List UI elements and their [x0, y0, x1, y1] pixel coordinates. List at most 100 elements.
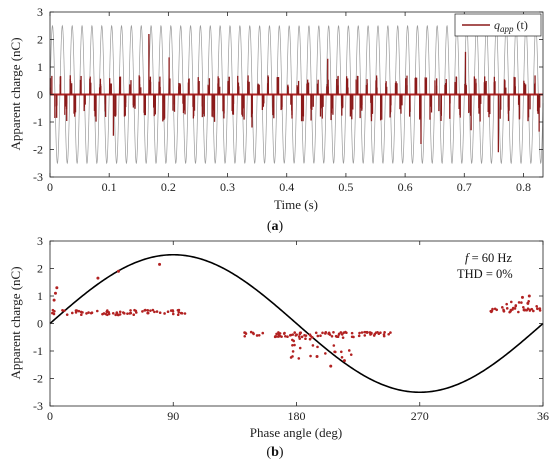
- scatter-point: [310, 336, 314, 339]
- scatter-point: [75, 309, 79, 312]
- scatter-point: [151, 308, 155, 312]
- scatter-point: [286, 335, 289, 339]
- scatter-point: [114, 313, 117, 317]
- x-tick-label-a: 0.2: [161, 180, 176, 194]
- x-tick-label-b: 90: [167, 409, 179, 423]
- scatter-point: [51, 308, 55, 312]
- chart-a: 0 0.1 0.2 0.3 0.4 0.5 0.6 0.7 0.8 3 2 1 0 -1 -2 -3 Tim…: [8, 5, 544, 234]
- scatter-point: [321, 331, 324, 335]
- scatter-point: [339, 331, 343, 334]
- scatter-point: [171, 309, 175, 312]
- scatter-point-outlier: [158, 262, 162, 266]
- x-ticks-b: 0 90 180 270 36: [47, 241, 549, 423]
- x-tick-label-b: 0: [47, 409, 53, 423]
- scatter-point: [284, 334, 287, 338]
- y-tick-label-a: -3: [33, 170, 43, 184]
- y-tick-label-b: -3: [33, 399, 43, 413]
- scatter-point: [176, 308, 180, 312]
- scatter-point: [316, 334, 320, 338]
- scatter-point: [509, 308, 513, 312]
- scatter-point: [274, 335, 277, 338]
- x-tick-label-a: 0: [47, 180, 53, 194]
- scatter-point: [308, 337, 312, 341]
- scatter-point-outlier: [527, 294, 531, 298]
- scatter-point-outlier: [315, 355, 319, 358]
- scatter-point-outlier: [53, 291, 57, 295]
- y-tick-label-b: 0: [37, 317, 43, 331]
- scatter-point: [107, 310, 111, 314]
- scatter-point: [166, 310, 170, 314]
- scatter-point: [179, 311, 183, 315]
- scatter-point: [316, 345, 319, 349]
- scatter-point: [79, 310, 83, 314]
- scatter-point: [149, 309, 152, 312]
- scatter-point: [360, 331, 364, 334]
- scatter-point: [300, 335, 304, 339]
- scatter-point: [349, 353, 353, 356]
- x-tick-label-a: 0.6: [398, 180, 413, 194]
- y-tick-label-b: 3: [37, 234, 43, 248]
- scatter-point: [505, 307, 509, 310]
- scatter-point: [277, 331, 280, 334]
- scatter-point: [89, 311, 93, 315]
- scatter-point: [495, 308, 499, 312]
- y-tick-label-a: 2: [37, 33, 43, 47]
- scatter-point: [143, 308, 147, 312]
- scatter-point: [372, 334, 376, 337]
- chart-b: 0 90 180 270 36 3 2 1 0 -1 -2 -3 Phase angle (deg)…: [8, 234, 549, 460]
- scatter-point: [309, 354, 312, 358]
- scatter-point: [345, 331, 348, 335]
- scatter-point: [535, 304, 538, 308]
- scatter-point: [134, 311, 138, 314]
- scatter-point: [177, 310, 181, 314]
- y-tick-label-b: 1: [37, 289, 43, 303]
- sine-path-b: [49, 253, 544, 394]
- scatter-point: [132, 313, 136, 317]
- scatter-point: [243, 334, 247, 338]
- annotation-freq: f = 60 Hz: [465, 251, 512, 265]
- scatter-point: [283, 331, 286, 335]
- y-ticks-b: 3 2 1 0 -1 -2 -3: [33, 234, 543, 413]
- x-axis-label-a: Time (s): [274, 197, 318, 212]
- scatter-point: [517, 301, 521, 304]
- scatter-point: [532, 309, 535, 313]
- scatter-point: [336, 335, 340, 339]
- scatter-point: [293, 331, 297, 334]
- scatter-point: [276, 335, 280, 338]
- scatter-point: [324, 330, 328, 334]
- x-tick-label-b: 36: [537, 409, 549, 423]
- scatter-point: [129, 309, 132, 312]
- scatter-point: [102, 312, 106, 315]
- pulse-series-a: [49, 34, 541, 153]
- scatter-point: [116, 313, 120, 317]
- scatter-point: [304, 334, 308, 337]
- scatter-point: [298, 337, 302, 340]
- scatter-point: [77, 309, 81, 313]
- scatter-point: [304, 337, 307, 341]
- scatter-point: [538, 309, 542, 312]
- scatter-point: [509, 300, 513, 304]
- panel-label-b: (b): [266, 445, 283, 460]
- y-axis-label-b: Apparent charge (nC): [8, 266, 23, 379]
- scatter-point: [341, 336, 345, 339]
- scatter-point: [85, 312, 88, 315]
- scatter-point: [530, 307, 534, 311]
- scatter-point: [333, 350, 337, 354]
- scatter-point: [337, 333, 341, 336]
- scatter-point: [523, 308, 526, 312]
- scatter-point: [514, 304, 517, 308]
- scatter-point: [491, 307, 494, 311]
- scatter-point: [293, 343, 296, 347]
- scatter-point-outlier: [116, 269, 120, 273]
- scatter-point: [291, 343, 294, 347]
- scatter-point: [118, 310, 122, 314]
- y-tick-label-a: -2: [33, 143, 43, 157]
- scatter-point: [163, 312, 166, 315]
- scatter-point: [294, 334, 298, 337]
- scatter-point: [183, 312, 187, 315]
- scatter-point: [87, 311, 90, 314]
- y-tick-label-b: -1: [33, 344, 43, 358]
- scatter-point: [158, 311, 162, 314]
- scatter-point: [255, 334, 259, 337]
- scatter-point: [520, 301, 523, 304]
